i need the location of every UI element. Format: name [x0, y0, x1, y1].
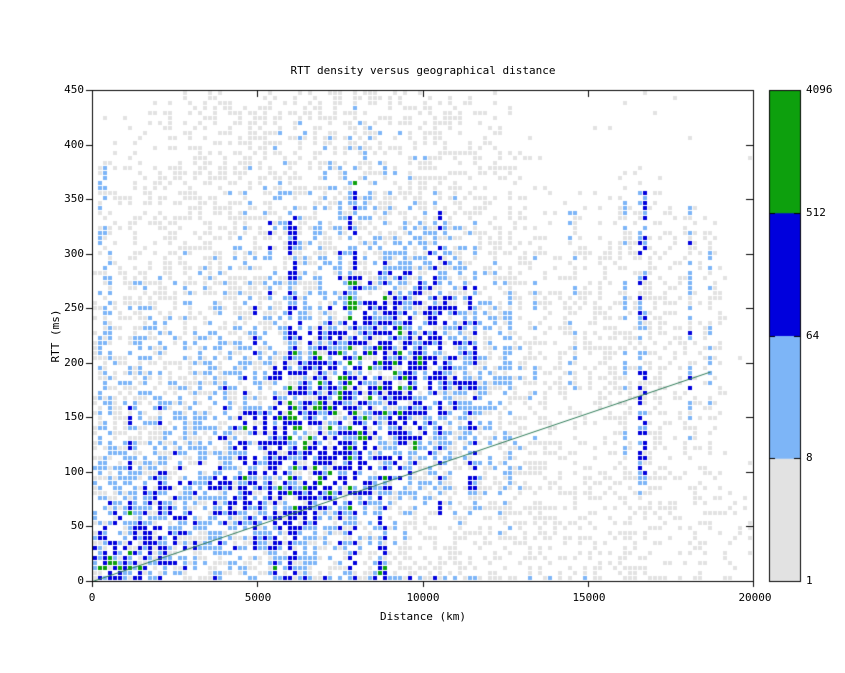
x-axis-label: Distance (km) — [379, 610, 467, 623]
x-tick-label: 10000 — [406, 591, 440, 604]
y-tick-label: 250 — [64, 301, 84, 314]
y-tick-label: 450 — [64, 83, 84, 96]
chart-title: RTT density versus geographical distance — [290, 64, 556, 77]
colorbar-label: 1 — [806, 574, 813, 587]
y-tick-label: 200 — [64, 356, 84, 369]
y-axis-label: RTT (ms) — [49, 309, 62, 363]
y-tick-label: 150 — [64, 410, 84, 423]
x-tick-label: 20000 — [738, 591, 772, 604]
colorbar-label: 512 — [806, 206, 826, 219]
colorbar-label: 4096 — [806, 83, 833, 96]
colorbar-label: 8 — [806, 451, 813, 464]
y-tick-label: 100 — [64, 465, 84, 478]
y-tick-label: 0 — [77, 574, 84, 587]
y-tick-label: 400 — [64, 138, 84, 151]
x-tick-label: 5000 — [244, 591, 272, 604]
y-tick-label: 50 — [70, 519, 84, 532]
y-tick-label: 350 — [64, 192, 84, 205]
colorbar-label: 64 — [806, 329, 820, 342]
x-tick-label: 0 — [88, 591, 96, 604]
y-tick-label: 300 — [64, 247, 84, 260]
x-tick-label: 15000 — [572, 591, 606, 604]
